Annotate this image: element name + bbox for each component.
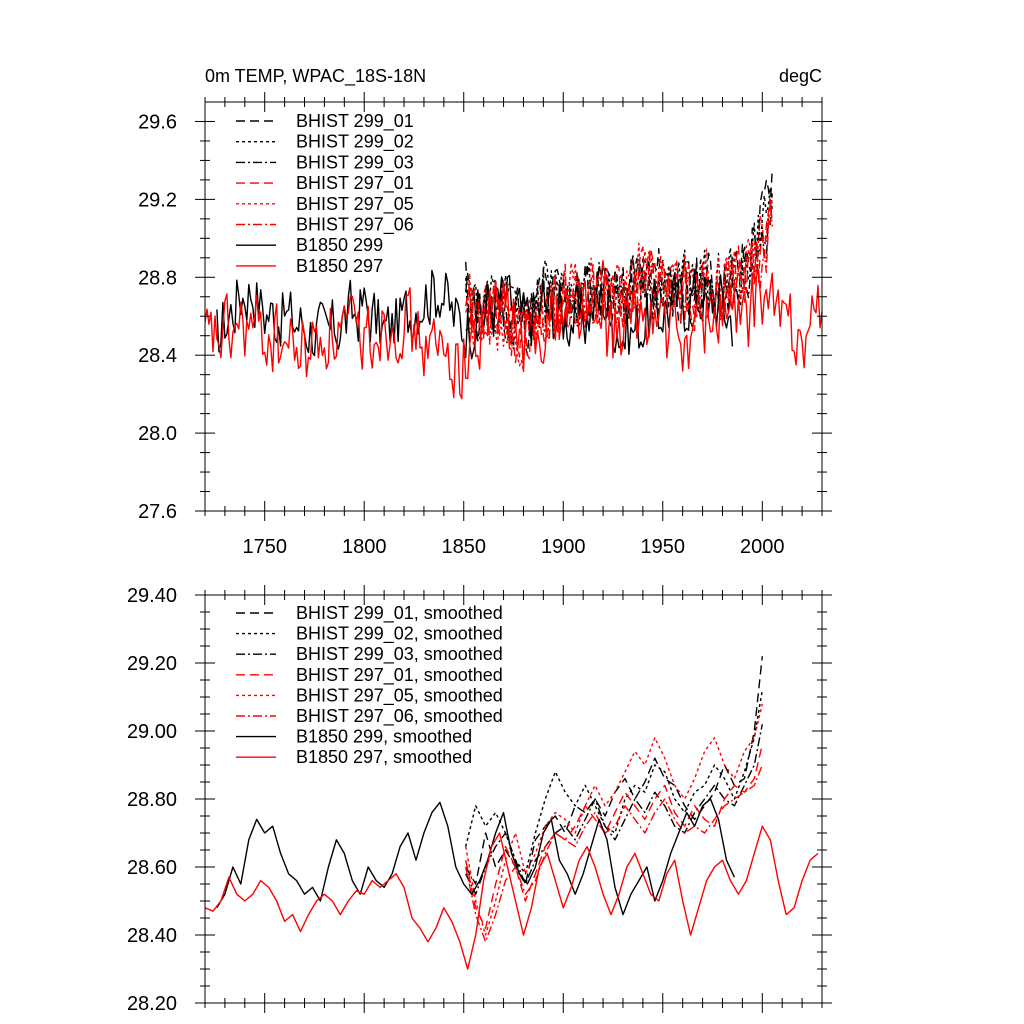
top-legend-label: BHIST 299_03 (296, 152, 414, 173)
bottom-series-2 (465, 724, 763, 895)
top-title: 0m TEMP, WPAC_18S-18N (205, 66, 426, 87)
top-legend-label: BHIST 297_05 (296, 194, 414, 215)
bottom-legend-label: BHIST 297_01, smoothed (296, 665, 503, 686)
top-xtick-label: 1900 (541, 536, 586, 558)
top-ytick-label: 28.8 (138, 267, 177, 289)
bottom-ytick-label: 29.20 (127, 653, 177, 675)
bottom-series-6 (216, 798, 736, 916)
bottom-series-7 (205, 825, 819, 970)
bottom-legend-label: BHIST 297_05, smoothed (296, 685, 503, 706)
bottom-axes: 28.20 28.40 28.60 28.80 29.00 29.20 29.40 (127, 585, 832, 1015)
bottom-ytick-label: 29.00 (127, 721, 177, 743)
top-axes: 1750 1800 1850 1900 1950 2000 27.6 28.0 28.4 28.8… (138, 92, 832, 558)
top-legend-label: B1850 297 (296, 256, 383, 276)
top-plot-frame (204, 101, 823, 512)
bottom-ytick-label: 28.60 (127, 857, 177, 879)
bottom-ytick-label: 28.20 (127, 993, 177, 1015)
top-panel: 0m TEMP, WPAC_18S-18N degC 1750 1800 1850 1… (138, 66, 832, 558)
top-xtick-label: 1950 (641, 536, 686, 558)
bottom-legend-label: BHIST 299_01, smoothed (296, 603, 503, 624)
top-legend-label: BHIST 297_06 (296, 215, 414, 236)
top-xtick-label: 1850 (441, 536, 486, 558)
top-series-5 (465, 200, 773, 371)
bottom-series-3 (465, 744, 763, 929)
bottom-ytick-label: 29.40 (127, 585, 177, 607)
top-xtick-label: 2000 (740, 536, 785, 558)
top-series-7 (205, 269, 822, 400)
top-series-group (205, 170, 822, 400)
top-legend-label: B1850 299 (296, 235, 383, 255)
top-ytick-label: 29.6 (138, 111, 177, 133)
bottom-series-group (205, 656, 819, 970)
top-legend-label: BHIST 299_02 (296, 132, 414, 153)
bottom-series-4 (465, 703, 763, 936)
bottom-ytick-label: 28.40 (127, 925, 177, 947)
top-ytick-label: 28.4 (138, 345, 177, 367)
top-ytick-label: 28.0 (138, 423, 177, 445)
top-xtick-label: 1750 (242, 536, 287, 558)
bottom-legend-label: B1850 297, smoothed (296, 747, 472, 767)
bottom-legend-label: BHIST 299_03, smoothed (296, 644, 503, 665)
bottom-panel: 28.20 28.40 28.60 28.80 29.00 29.20 29.40 BHIS… (127, 585, 832, 1015)
top-ytick-label: 27.6 (138, 501, 177, 523)
bottom-legend-label: BHIST 299_02, smoothed (296, 624, 503, 645)
top-legend-label: BHIST 299_01 (296, 111, 414, 132)
top-ytick-label: 29.2 (138, 189, 177, 211)
bottom-ytick-label: 28.80 (127, 789, 177, 811)
top-series-2 (465, 193, 773, 350)
bottom-legend-label: B1850 299, smoothed (296, 727, 472, 747)
bottom-series-5 (465, 764, 763, 943)
top-xtick-label: 1800 (342, 536, 387, 558)
top-legend-label: BHIST 297_01 (296, 173, 414, 194)
top-units: degC (779, 66, 822, 86)
bottom-legend-label: BHIST 297_06, smoothed (296, 706, 503, 727)
